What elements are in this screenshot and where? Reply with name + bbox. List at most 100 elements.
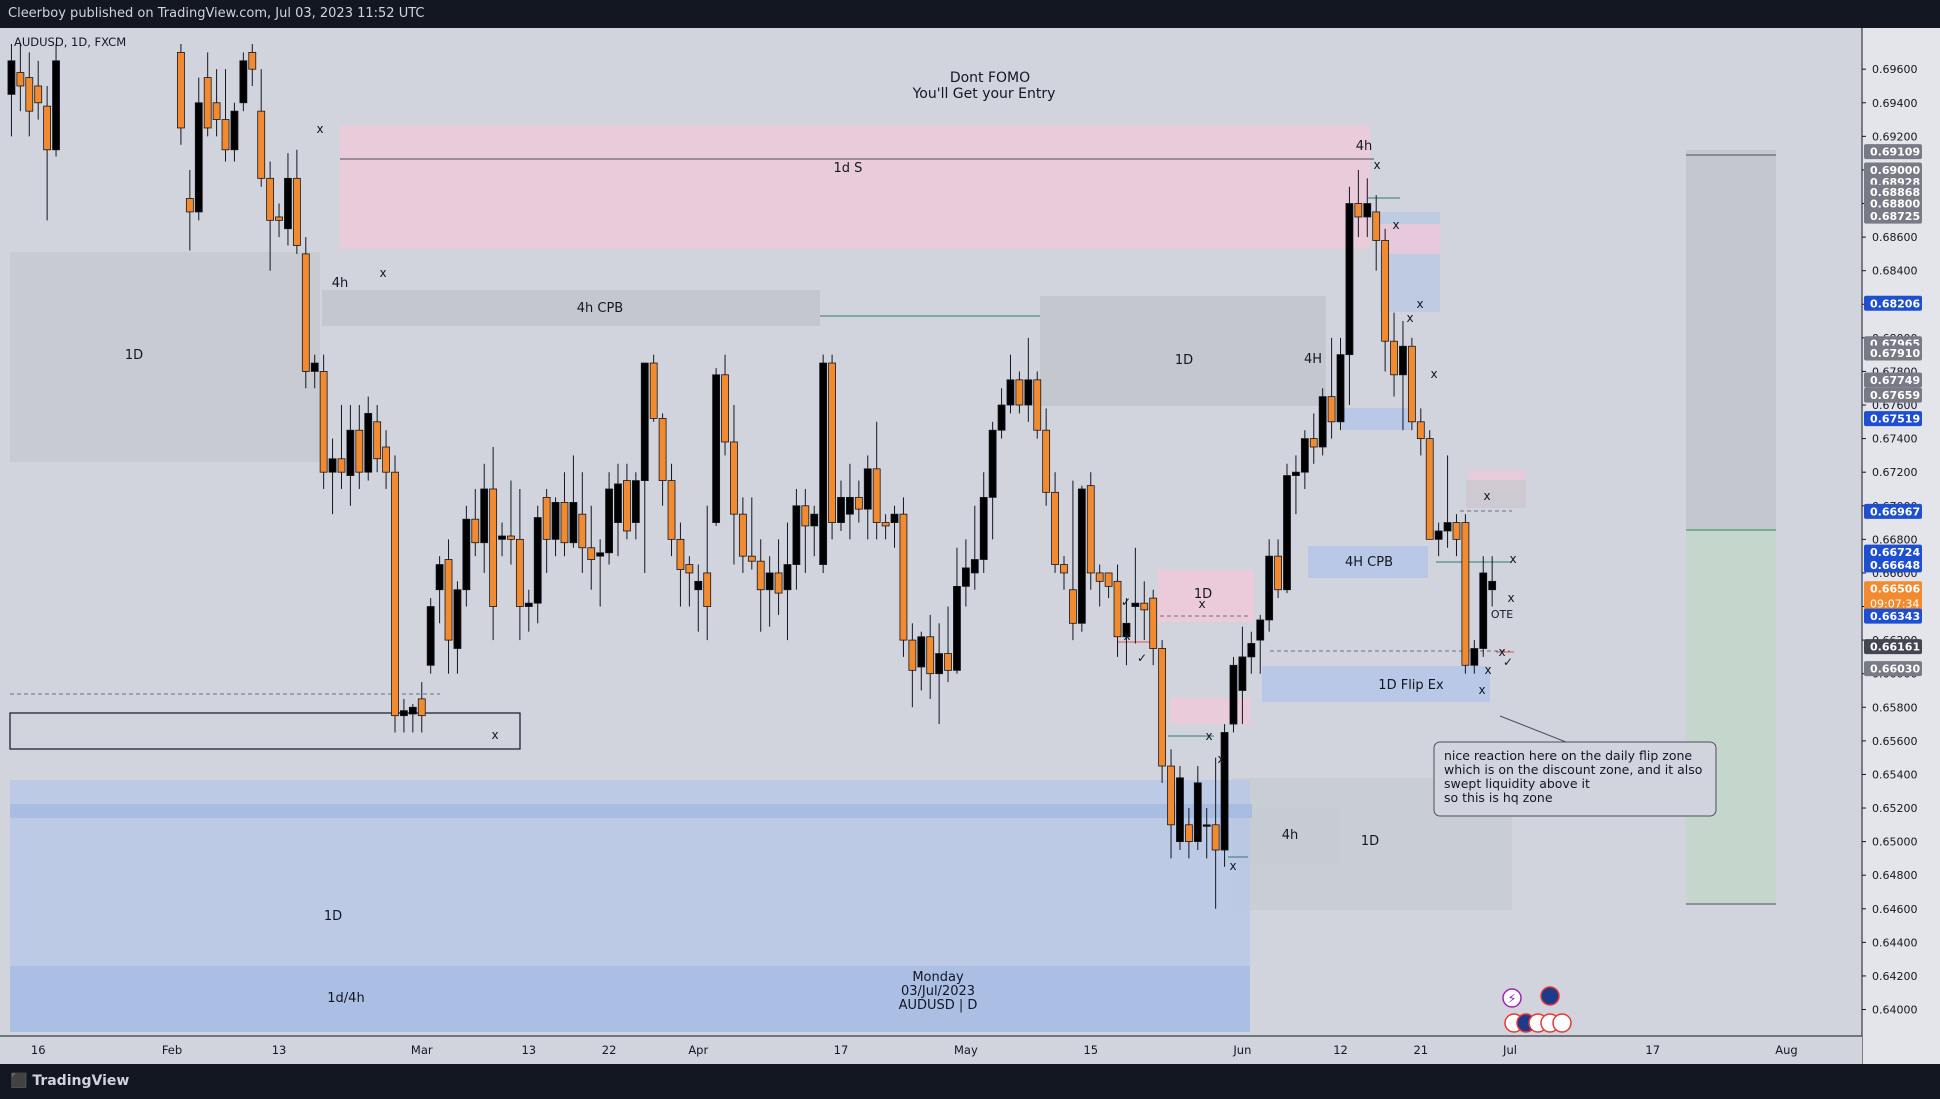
candle[interactable] bbox=[462, 505, 471, 607]
candle[interactable] bbox=[631, 472, 640, 540]
zone-grey-jun[interactable] bbox=[1466, 480, 1526, 508]
candle[interactable] bbox=[310, 354, 319, 389]
note-callout[interactable]: nice reaction here on the daily flip zon… bbox=[1433, 715, 1717, 817]
candle[interactable] bbox=[944, 606, 952, 683]
candle[interactable] bbox=[819, 354, 828, 573]
candle[interactable] bbox=[194, 77, 203, 221]
candle[interactable] bbox=[747, 497, 756, 570]
candle[interactable] bbox=[1051, 472, 1059, 573]
zone-1d-4h-demand[interactable] bbox=[10, 966, 1250, 1032]
candle[interactable] bbox=[658, 413, 667, 506]
candle[interactable] bbox=[257, 69, 266, 187]
candle[interactable] bbox=[926, 614, 935, 699]
candle[interactable] bbox=[623, 463, 631, 540]
candle[interactable] bbox=[1238, 626, 1247, 725]
candle[interactable] bbox=[756, 539, 765, 632]
candle[interactable] bbox=[177, 44, 185, 145]
candle[interactable] bbox=[738, 497, 747, 573]
zone-1d-flip-ex[interactable] bbox=[1262, 666, 1490, 702]
price-label[interactable]: 0.68868 bbox=[1864, 184, 1922, 200]
candle[interactable] bbox=[292, 149, 301, 254]
candle[interactable] bbox=[837, 480, 845, 531]
candle[interactable] bbox=[721, 354, 729, 456]
candle[interactable] bbox=[551, 497, 560, 557]
candle[interactable] bbox=[1265, 539, 1274, 632]
price-label[interactable]: 0.66967 bbox=[1864, 503, 1922, 519]
candle[interactable] bbox=[391, 455, 399, 733]
candle[interactable] bbox=[596, 539, 605, 607]
candle[interactable] bbox=[498, 522, 506, 557]
candle[interactable] bbox=[917, 631, 926, 691]
candle[interactable] bbox=[1060, 556, 1068, 590]
candle[interactable] bbox=[908, 623, 917, 708]
candle[interactable] bbox=[1381, 228, 1390, 372]
price-label[interactable]: 0.69000 bbox=[1864, 162, 1922, 178]
candle[interactable] bbox=[1193, 766, 1202, 851]
candle[interactable] bbox=[988, 421, 997, 540]
zone-left-box[interactable] bbox=[9, 712, 521, 750]
candle[interactable] bbox=[1363, 178, 1372, 238]
candle[interactable] bbox=[16, 44, 25, 112]
candle[interactable] bbox=[185, 169, 194, 251]
candle[interactable] bbox=[1149, 589, 1158, 666]
candle[interactable] bbox=[239, 52, 248, 112]
zone-1d-left[interactable] bbox=[10, 252, 320, 462]
chart-area[interactable]: 1d S 4h CPB 1D 4H 4H CPB 1D 1D Flip Ex 4… bbox=[0, 28, 1940, 1064]
candle[interactable] bbox=[1167, 749, 1175, 859]
candle[interactable] bbox=[774, 539, 783, 615]
zone-1d-supply-may[interactable] bbox=[1158, 570, 1254, 622]
candle[interactable] bbox=[1069, 480, 1077, 641]
candle[interactable] bbox=[7, 44, 16, 137]
candle[interactable] bbox=[34, 60, 43, 120]
candle[interactable] bbox=[337, 405, 346, 489]
candle[interactable] bbox=[979, 472, 988, 573]
candle[interactable] bbox=[471, 488, 480, 557]
zone-pink-mid-june[interactable] bbox=[1380, 224, 1440, 254]
candle[interactable] bbox=[355, 405, 364, 489]
candle[interactable] bbox=[1283, 463, 1291, 594]
zone-green[interactable] bbox=[1686, 530, 1776, 904]
zone-4h-cpb[interactable] bbox=[322, 290, 820, 326]
candle[interactable] bbox=[1488, 556, 1497, 607]
candle[interactable] bbox=[373, 405, 382, 473]
dividend-icon[interactable] bbox=[1502, 988, 1522, 1008]
candle[interactable] bbox=[703, 505, 712, 641]
candle[interactable] bbox=[1461, 514, 1470, 674]
candle[interactable] bbox=[1292, 455, 1300, 515]
price-label[interactable]: 0.66030 bbox=[1864, 661, 1922, 677]
candle[interactable] bbox=[961, 539, 970, 607]
price-label[interactable]: 0.67659 bbox=[1864, 387, 1922, 403]
candle[interactable] bbox=[935, 623, 944, 725]
zone-1d-s[interactable] bbox=[340, 125, 1370, 249]
candle[interactable] bbox=[382, 430, 390, 489]
price-label[interactable]: 0.66724 bbox=[1864, 544, 1922, 560]
candle[interactable] bbox=[1024, 337, 1033, 422]
price-label[interactable]: 0.69109 bbox=[1864, 144, 1922, 160]
candle[interactable] bbox=[489, 447, 498, 641]
candle[interactable] bbox=[1425, 430, 1434, 540]
candle[interactable] bbox=[1006, 354, 1015, 414]
candle[interactable] bbox=[694, 564, 703, 632]
candle[interactable] bbox=[230, 102, 239, 162]
candle[interactable] bbox=[453, 581, 462, 674]
candle[interactable] bbox=[203, 52, 212, 137]
candle[interactable] bbox=[1086, 472, 1095, 590]
candle[interactable] bbox=[1122, 598, 1131, 666]
candle[interactable] bbox=[426, 598, 435, 674]
candle[interactable] bbox=[1211, 757, 1220, 909]
candle[interactable] bbox=[801, 488, 810, 573]
candle[interactable] bbox=[1104, 572, 1113, 599]
candle[interactable] bbox=[667, 463, 676, 557]
candle[interactable] bbox=[765, 556, 774, 627]
candle[interactable] bbox=[854, 480, 863, 523]
candle[interactable] bbox=[1345, 186, 1354, 406]
price-label[interactable]: 0.67749 bbox=[1864, 372, 1922, 388]
zone-4h-cpb-jun[interactable] bbox=[1308, 546, 1428, 578]
candle[interactable] bbox=[1184, 808, 1193, 859]
candle[interactable] bbox=[899, 497, 908, 657]
price-chart[interactable]: 1d S 4h CPB 1D 4H 4H CPB 1D 1D Flip Ex 4… bbox=[0, 28, 1940, 1064]
candle[interactable] bbox=[863, 455, 872, 540]
price-label[interactable]: 0.68800 bbox=[1864, 196, 1922, 212]
candle[interactable] bbox=[346, 405, 355, 506]
zone-pink-may-low[interactable] bbox=[1170, 698, 1250, 724]
